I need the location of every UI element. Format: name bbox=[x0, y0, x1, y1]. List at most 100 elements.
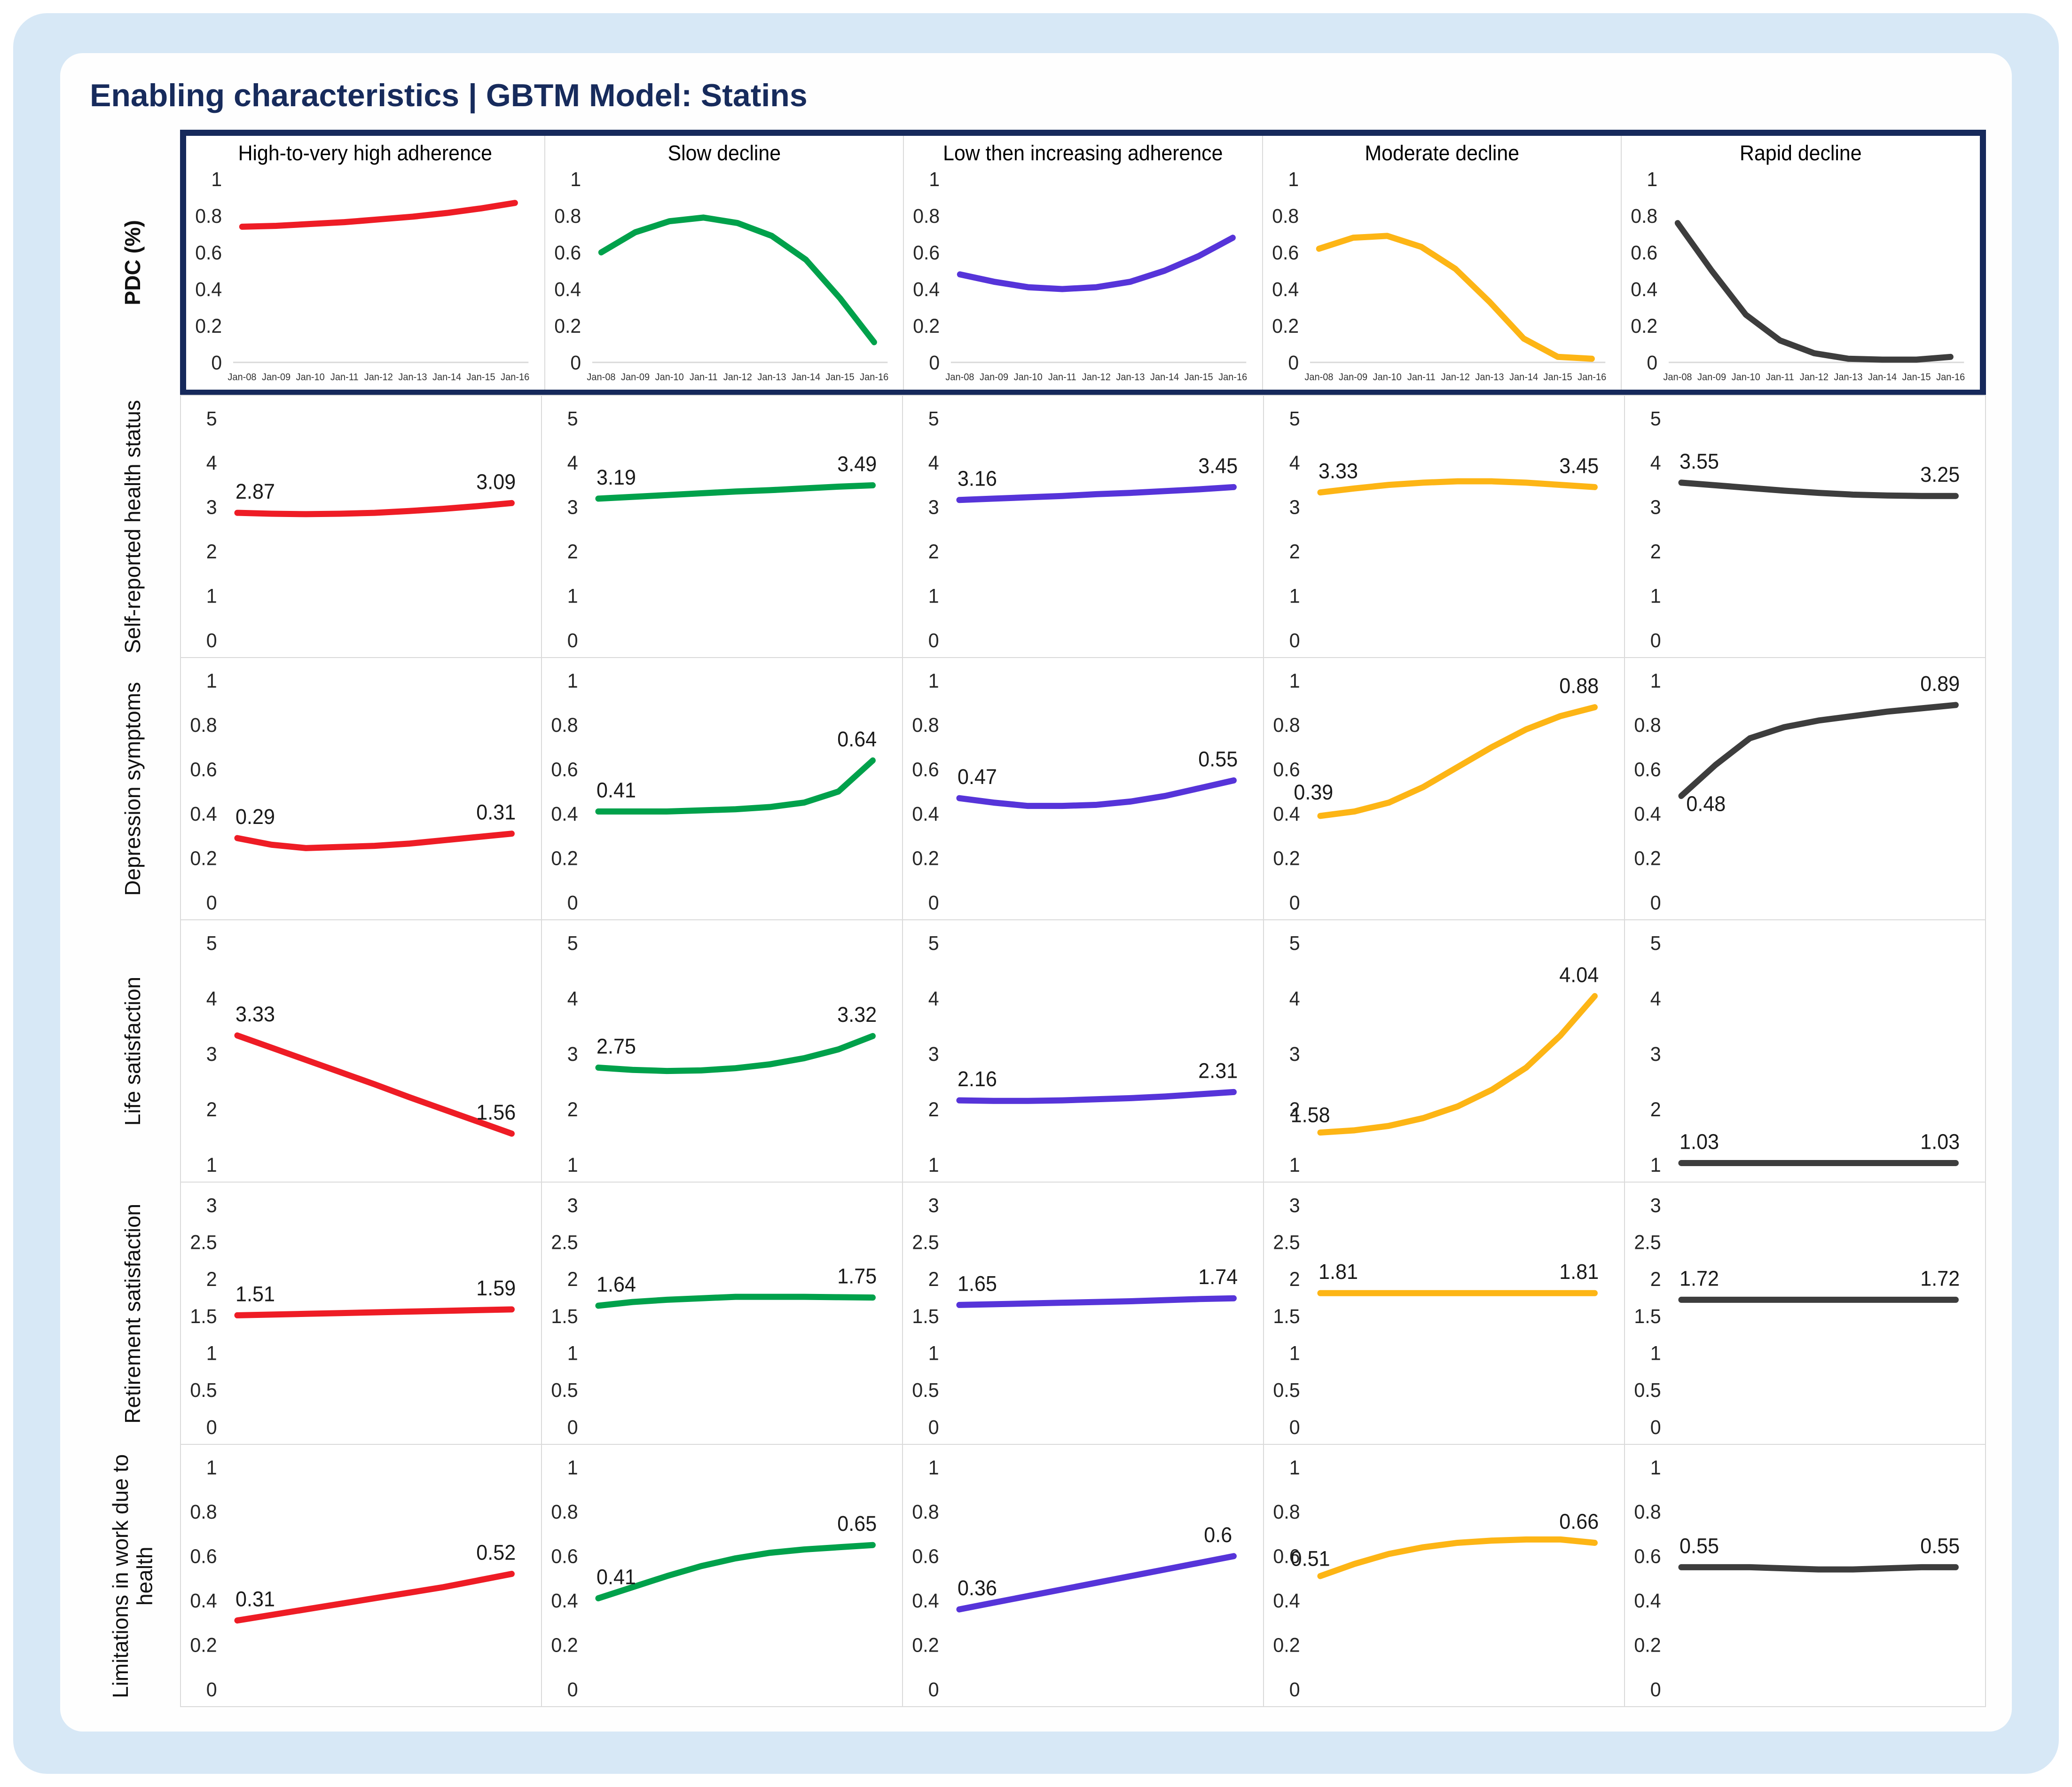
trajectory-line bbox=[595, 757, 876, 815]
svg-text:1: 1 bbox=[1647, 168, 1658, 190]
chart-cell-r0-c1: Slow decline 1 0.8 0.6 0.4 0.2 0 Jan-08 Jan-09 Ja… bbox=[544, 136, 903, 390]
chart-cell-r2-c2: 1 0.8 0.6 0.4 0.2 0 0.47 0.55 bbox=[902, 658, 1263, 919]
svg-text:0.6: 0.6 bbox=[1273, 1545, 1300, 1568]
svg-text:0: 0 bbox=[1289, 1678, 1300, 1701]
trajectory-chart-0-1: Slow decline 1 0.8 0.6 0.4 0.2 0 Jan-08 Jan-09 Ja… bbox=[554, 141, 888, 383]
svg-text:0.4: 0.4 bbox=[1272, 278, 1299, 300]
svg-text:5: 5 bbox=[206, 407, 217, 430]
start-value-label: 2.16 bbox=[958, 1067, 997, 1091]
svg-text:0: 0 bbox=[567, 891, 578, 914]
chart-cell-r2-c4: 1 0.8 0.6 0.4 0.2 0 0.48 0.89 bbox=[1624, 658, 1985, 919]
svg-text:0: 0 bbox=[928, 1416, 939, 1438]
trajectory-line bbox=[956, 1089, 1237, 1104]
svg-text:4: 4 bbox=[567, 987, 578, 1010]
svg-text:Jan-10: Jan-10 bbox=[296, 372, 325, 383]
end-value-label: 3.32 bbox=[837, 1003, 877, 1027]
svg-text:5: 5 bbox=[928, 407, 939, 430]
start-value-label: 2.75 bbox=[596, 1035, 636, 1058]
chart-row-1: Self-reported health status 5 4 3 2 1 0 2.87 3.0… bbox=[86, 395, 1986, 658]
svg-text:Jan-09: Jan-09 bbox=[1339, 372, 1367, 383]
svg-text:3: 3 bbox=[567, 1042, 578, 1065]
svg-text:0: 0 bbox=[567, 1678, 578, 1701]
chart-cell-r4-c0: 3 2.5 2 1.5 1 0.5 0 1.51 1.59 bbox=[181, 1183, 541, 1444]
svg-text:4: 4 bbox=[206, 451, 217, 474]
svg-text:0: 0 bbox=[206, 629, 217, 651]
svg-text:0.8: 0.8 bbox=[554, 204, 581, 227]
chart-cell-r5-c3: 1 0.8 0.6 0.4 0.2 0 0.51 0.66 bbox=[1263, 1445, 1624, 1706]
svg-text:0.4: 0.4 bbox=[1634, 802, 1661, 825]
end-value-label: 1.56 bbox=[476, 1101, 516, 1124]
chart-cell-r2-c0: 1 0.8 0.6 0.4 0.2 0 0.29 0.31 bbox=[181, 658, 541, 919]
svg-text:Jan-12: Jan-12 bbox=[1441, 372, 1470, 383]
start-value-label: 0.41 bbox=[596, 1566, 636, 1589]
svg-text:0.6: 0.6 bbox=[1634, 1545, 1661, 1568]
svg-text:Low then increasing adherence: Low then increasing adherence bbox=[943, 141, 1223, 165]
svg-text:0.5: 0.5 bbox=[190, 1379, 217, 1401]
start-value-label: 0.36 bbox=[958, 1576, 997, 1600]
trajectory-line bbox=[595, 1542, 876, 1601]
svg-text:5: 5 bbox=[206, 932, 217, 954]
svg-text:1: 1 bbox=[928, 669, 939, 692]
chart-cell-r3-c3: 5 4 3 2 1 1.58 4.04 bbox=[1263, 920, 1624, 1182]
svg-text:1: 1 bbox=[1289, 585, 1300, 607]
svg-text:0.4: 0.4 bbox=[551, 802, 578, 825]
start-value-label: 3.33 bbox=[1319, 460, 1358, 483]
row-label-1: Self-reported health status bbox=[86, 396, 180, 658]
end-value-label: 1.59 bbox=[476, 1277, 516, 1300]
svg-text:2: 2 bbox=[1650, 1268, 1661, 1290]
chart-row-4: Retirement satisfaction 3 2.5 2 1.5 1 0.5 0 1.51… bbox=[86, 1182, 1986, 1445]
svg-text:4: 4 bbox=[206, 987, 217, 1010]
svg-text:1: 1 bbox=[1650, 1342, 1661, 1364]
svg-text:0.8: 0.8 bbox=[912, 1500, 939, 1523]
svg-text:0.2: 0.2 bbox=[1634, 847, 1661, 870]
svg-text:4: 4 bbox=[1289, 987, 1300, 1010]
svg-text:Jan-14: Jan-14 bbox=[432, 372, 461, 383]
svg-text:0.8: 0.8 bbox=[913, 204, 940, 227]
svg-text:0.8: 0.8 bbox=[551, 1500, 578, 1523]
svg-text:Jan-16: Jan-16 bbox=[1937, 372, 1965, 383]
start-value-label: 0.55 bbox=[1680, 1535, 1719, 1558]
svg-text:0: 0 bbox=[567, 1416, 578, 1438]
start-value-label: 0.47 bbox=[958, 765, 997, 789]
trajectory-chart-4-2: 3 2.5 2 1.5 1 0.5 0 1.65 1.74 bbox=[912, 1194, 1238, 1438]
svg-text:Jan-15: Jan-15 bbox=[1543, 372, 1572, 383]
svg-text:0: 0 bbox=[1650, 891, 1661, 914]
row-label-text: Depression symptoms bbox=[120, 682, 145, 896]
svg-text:0.4: 0.4 bbox=[190, 1589, 217, 1612]
svg-text:Jan-08: Jan-08 bbox=[1304, 372, 1333, 383]
svg-text:2: 2 bbox=[928, 540, 939, 563]
svg-text:1: 1 bbox=[567, 585, 578, 607]
svg-text:4: 4 bbox=[928, 451, 939, 474]
svg-text:Jan-15: Jan-15 bbox=[1185, 372, 1213, 383]
chart-cell-r0-c3: Moderate decline 1 0.8 0.6 0.4 0.2 0 Jan-08 Jan-… bbox=[1262, 136, 1621, 390]
trajectory-line bbox=[234, 1032, 515, 1137]
trajectory-chart-4-4: 3 2.5 2 1.5 1 0.5 0 1.72 1.72 bbox=[1634, 1194, 1960, 1438]
trajectory-line bbox=[1678, 702, 1959, 799]
svg-text:1: 1 bbox=[928, 1456, 939, 1479]
row-label-text: Self-reported health status bbox=[120, 400, 145, 654]
chart-row-2: Depression symptoms 1 0.8 0.6 0.4 0.2 0 0.29 0.3… bbox=[86, 657, 1986, 920]
svg-text:Jan-10: Jan-10 bbox=[1014, 372, 1043, 383]
page-title: Enabling characteristics | GBTM Model: S… bbox=[90, 78, 808, 113]
end-value-label: 1.74 bbox=[1198, 1265, 1238, 1289]
svg-text:3: 3 bbox=[928, 496, 939, 518]
trajectory-line bbox=[956, 1295, 1237, 1308]
svg-text:5: 5 bbox=[567, 932, 578, 954]
trajectory-chart-4-1: 3 2.5 2 1.5 1 0.5 0 1.64 1.75 bbox=[551, 1194, 877, 1438]
svg-text:0.5: 0.5 bbox=[1634, 1379, 1661, 1401]
svg-text:0.2: 0.2 bbox=[912, 847, 939, 870]
row-cells-5: 1 0.8 0.6 0.4 0.2 0 0.31 0.52 1 0.8 0.6 0.4 0.2 0 0.41… bbox=[180, 1444, 1986, 1707]
svg-text:2: 2 bbox=[567, 1098, 578, 1121]
chart-cell-r4-c2: 3 2.5 2 1.5 1 0.5 0 1.65 1.74 bbox=[902, 1183, 1263, 1444]
svg-text:5: 5 bbox=[1289, 407, 1300, 430]
charts-grid: PDC (%) High-to-very high adherence 1 0.8 0.… bbox=[86, 130, 1986, 1707]
end-value-label: 1.75 bbox=[837, 1265, 877, 1288]
svg-text:2: 2 bbox=[567, 1268, 578, 1290]
end-value-label: 0.88 bbox=[1559, 674, 1599, 698]
end-value-label: 0.31 bbox=[476, 801, 516, 824]
start-value-label: 0.51 bbox=[1291, 1547, 1330, 1570]
svg-text:1: 1 bbox=[206, 1153, 217, 1176]
svg-text:1.5: 1.5 bbox=[1273, 1305, 1300, 1327]
svg-text:1: 1 bbox=[1289, 669, 1300, 692]
row-cells-2: 1 0.8 0.6 0.4 0.2 0 0.29 0.31 1 0.8 0.6 0.4 0.2 0 0.41… bbox=[180, 657, 1986, 920]
